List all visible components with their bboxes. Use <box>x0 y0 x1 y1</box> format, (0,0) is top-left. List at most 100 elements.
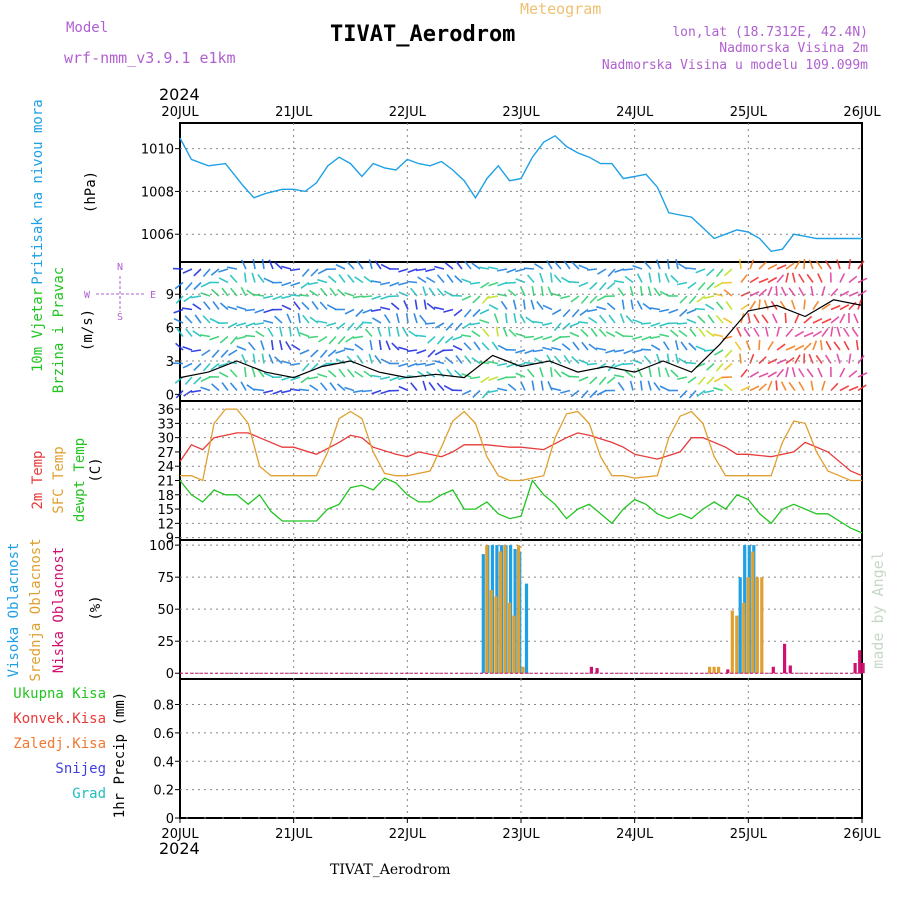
wind-arrow <box>715 268 724 278</box>
wind-arrow <box>723 289 733 297</box>
wind-arrow <box>212 301 220 310</box>
x-tick-label-top: 24JUL <box>616 105 654 120</box>
wind-arrow <box>704 295 715 300</box>
wind-arrow <box>227 305 238 311</box>
wind-arrow <box>410 287 418 297</box>
wind-arrow <box>425 276 436 284</box>
wind-arrow <box>571 308 580 318</box>
wind-arrow <box>263 308 274 314</box>
wind-arrow <box>406 349 418 353</box>
wind-arrow <box>794 344 805 351</box>
wind-arrow <box>289 388 301 392</box>
cloud-bar <box>521 666 525 674</box>
wind-arrow <box>542 322 553 326</box>
wind-arrow <box>183 295 193 303</box>
y-tick-label: 27 <box>157 446 174 461</box>
wind-arrow <box>318 335 328 343</box>
wind-arrow <box>624 370 634 378</box>
wind-arrow <box>463 308 472 318</box>
wind-arrow <box>668 308 679 314</box>
wind-arrow <box>848 385 859 392</box>
wind-arrow <box>857 355 865 364</box>
wind-arrow <box>715 362 724 372</box>
wind-arrow <box>352 295 364 299</box>
wind-arrow <box>181 307 193 311</box>
wind-arrow <box>363 370 373 378</box>
wind-arrow <box>488 376 499 381</box>
wind-arrow <box>578 376 589 382</box>
wind-arrow <box>472 295 481 304</box>
wind-arrow <box>753 313 760 324</box>
wind-arrow <box>290 376 301 382</box>
wind-arrow <box>588 316 598 324</box>
wind-arrow <box>455 260 463 270</box>
wind-arrow <box>657 366 661 378</box>
wind-arrow <box>836 353 841 364</box>
y-tick-label: 12 <box>157 517 174 532</box>
cloud-bar <box>735 615 739 674</box>
x-tick-label-bottom: 23JUL <box>502 827 540 842</box>
credit-text: made by Angel <box>869 551 887 668</box>
wind-arrow <box>345 335 355 343</box>
x-tick-label-top: 26JUL <box>843 105 881 120</box>
wind-arrow <box>679 308 688 317</box>
series-layer <box>179 134 865 819</box>
wind-arrow <box>569 322 580 328</box>
wind-arrow <box>734 341 742 351</box>
wind-arrow <box>299 388 310 392</box>
wind-arrow <box>639 380 643 391</box>
wind-arrow <box>193 268 202 277</box>
wind-arrow <box>551 346 562 351</box>
wind-arrow <box>507 289 517 297</box>
wind-arrow <box>697 315 706 324</box>
wind-arrow <box>696 295 706 303</box>
wind-arrow <box>395 313 400 324</box>
wind-arrow <box>317 268 328 275</box>
wind-arrow <box>423 299 427 310</box>
wind-arrow <box>776 343 786 351</box>
wind-arrow <box>749 290 760 297</box>
wind-arrow <box>614 374 625 378</box>
wind-arrow <box>201 349 211 357</box>
wind-arrow <box>560 295 571 300</box>
wind-arrow <box>200 281 211 288</box>
wind-arrow <box>185 328 193 338</box>
wind-arrow <box>488 360 499 365</box>
wind-arrow <box>613 280 625 284</box>
wind-arrow <box>244 334 256 338</box>
wind-arrow <box>825 340 832 351</box>
wind-arrow <box>532 349 544 353</box>
wind-arrow <box>669 329 679 338</box>
wind-arrow <box>327 369 337 378</box>
cloud-bar <box>595 668 599 674</box>
wind-arrow <box>530 299 535 310</box>
wind-arrow <box>842 327 850 337</box>
wind-arrow <box>422 380 427 391</box>
cloud-bar <box>589 666 593 674</box>
cloud-bar <box>717 666 721 674</box>
x-tick-label-bottom: 21JUL <box>275 827 313 842</box>
wind-arrow <box>310 268 319 277</box>
wind-arrow <box>311 300 319 310</box>
wind-arrow <box>695 268 706 274</box>
wind-arrow <box>346 322 355 332</box>
wind-arrow <box>346 261 355 270</box>
wind-arrow <box>839 290 850 297</box>
wind-arrow <box>436 274 445 284</box>
wind-arrow <box>410 382 418 391</box>
wind-arrow <box>500 300 508 310</box>
wind-arrow <box>416 334 427 338</box>
wind-arrow <box>526 368 535 378</box>
wind-arrow <box>319 349 328 359</box>
wind-arrow <box>578 321 589 324</box>
wind-arrow <box>229 335 238 345</box>
wind-arrow <box>279 326 283 337</box>
wind-arrow <box>184 376 193 386</box>
wind-arrow <box>678 357 688 365</box>
wind-arrow <box>767 371 778 378</box>
wind-arrow <box>725 301 733 310</box>
wind-arrow <box>229 274 238 284</box>
wind-arrow <box>190 349 202 353</box>
low-cloud-label: Niska Oblacnost <box>51 547 67 673</box>
wind-arrow <box>289 362 301 366</box>
